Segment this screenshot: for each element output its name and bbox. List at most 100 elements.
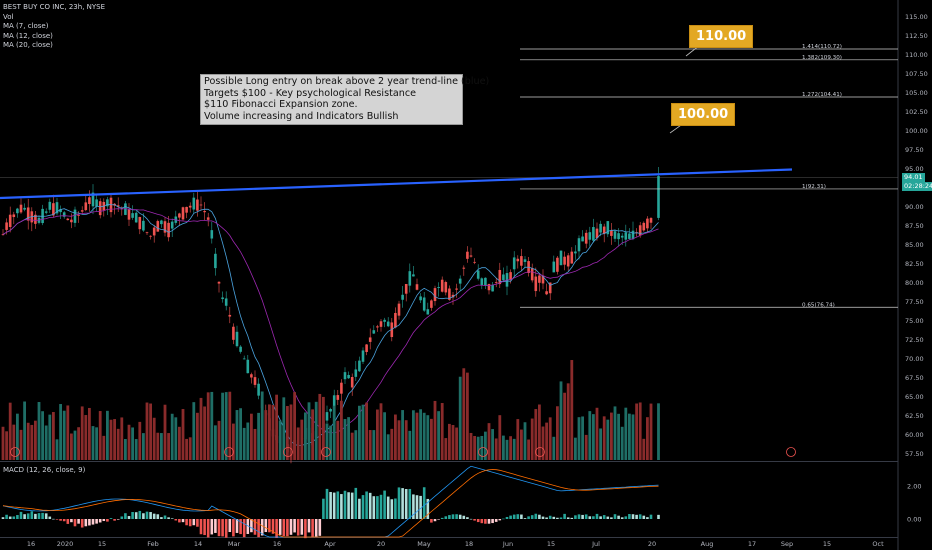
volume-bar bbox=[170, 413, 174, 460]
volume-bar bbox=[246, 422, 250, 460]
candle-body bbox=[415, 284, 419, 290]
macd-histogram-bar bbox=[408, 488, 412, 519]
candle-body bbox=[170, 221, 174, 229]
volume-bar bbox=[538, 404, 541, 460]
callout-110[interactable]: 110.00 bbox=[689, 25, 754, 48]
candle-body bbox=[62, 212, 66, 217]
signal-line bbox=[2, 469, 659, 538]
candle-body bbox=[350, 376, 354, 388]
candle-body bbox=[469, 255, 473, 257]
volume-bar bbox=[174, 417, 178, 460]
candle-body bbox=[455, 288, 458, 290]
candle-body bbox=[365, 344, 368, 352]
candle-body bbox=[646, 218, 649, 229]
macd-histogram-bar bbox=[203, 519, 206, 536]
macd-histogram-bar bbox=[48, 516, 52, 519]
volume-bar bbox=[610, 412, 613, 460]
volume-bar bbox=[239, 408, 242, 460]
macd-histogram-bar bbox=[300, 519, 304, 535]
macd-histogram-bar bbox=[271, 519, 275, 534]
callout-100[interactable]: 100.00 bbox=[671, 103, 736, 126]
macd-histogram-bar bbox=[584, 514, 588, 519]
candle-body bbox=[88, 197, 91, 205]
volume-bar bbox=[95, 427, 98, 460]
event-marker-icon bbox=[10, 447, 20, 457]
volume-bar bbox=[469, 432, 473, 460]
candle-body bbox=[444, 282, 448, 293]
symbol-title: BEST BUY CO INC, 23h, NYSE bbox=[3, 3, 106, 11]
price-tick-label: 72.50 bbox=[905, 336, 924, 344]
candle-body bbox=[422, 297, 426, 311]
annotation-note[interactable]: Possible Long entry on break above 2 yea… bbox=[200, 74, 489, 125]
volume-bar bbox=[37, 401, 41, 460]
macd-histogram-bar bbox=[509, 515, 512, 519]
legend-ma12[interactable]: MA (12, close) bbox=[3, 31, 53, 40]
macd-histogram-bar bbox=[145, 511, 149, 519]
candle-body bbox=[250, 374, 253, 378]
candle-body bbox=[19, 204, 23, 213]
candle-body bbox=[606, 221, 610, 235]
volume-bar bbox=[523, 422, 527, 460]
macd-histogram-bar bbox=[347, 492, 350, 519]
macd-histogram-bar bbox=[657, 514, 660, 519]
volume-bar bbox=[145, 402, 149, 460]
volume-bar bbox=[271, 404, 275, 460]
volume-bar bbox=[210, 391, 214, 460]
volume-bar bbox=[386, 434, 390, 460]
candle-body bbox=[1, 234, 5, 236]
volume-bar bbox=[224, 392, 228, 460]
macd-histogram-bar bbox=[480, 519, 484, 524]
volume-bar bbox=[592, 414, 595, 460]
volume-bar bbox=[106, 410, 109, 460]
macd-histogram-bar bbox=[430, 519, 433, 523]
macd-histogram-bar bbox=[318, 519, 322, 536]
volume-bar bbox=[383, 412, 386, 460]
volume-bar bbox=[322, 396, 325, 460]
volume-bar bbox=[102, 435, 106, 460]
candle-body bbox=[430, 300, 433, 308]
candle-body bbox=[73, 209, 77, 223]
macd-histogram-bar bbox=[440, 517, 444, 519]
candle-body bbox=[620, 235, 624, 238]
macd-histogram-bar bbox=[437, 519, 440, 520]
macd-histogram-bar bbox=[372, 496, 376, 519]
ma7-line bbox=[2, 203, 659, 447]
volume-bar bbox=[221, 392, 224, 460]
candle-body bbox=[77, 215, 80, 216]
time-tick-label: 15 bbox=[547, 540, 555, 548]
macd-histogram-bar bbox=[646, 517, 649, 519]
macd-histogram-bar bbox=[595, 513, 599, 519]
candle-body bbox=[232, 326, 235, 340]
legend-vol[interactable]: Vol bbox=[3, 12, 14, 21]
legend-ma7[interactable]: MA (7, close) bbox=[3, 22, 49, 30]
event-marker-icon bbox=[283, 447, 293, 457]
macd-histogram-bar bbox=[116, 519, 120, 520]
macd-histogram-bar bbox=[469, 518, 473, 520]
volume-bar bbox=[167, 433, 170, 460]
volume-bar bbox=[264, 410, 268, 460]
volume-bar bbox=[451, 425, 455, 460]
macd-histogram-bar bbox=[397, 487, 401, 519]
candle-body bbox=[181, 207, 185, 220]
macd-histogram-bar bbox=[19, 511, 23, 519]
macd-histogram-bar bbox=[566, 517, 570, 519]
macd-histogram-bar bbox=[199, 519, 203, 535]
volume-bar bbox=[462, 368, 466, 460]
macd-histogram-bar bbox=[476, 519, 480, 523]
volume-bar bbox=[509, 436, 512, 460]
candle-body bbox=[642, 222, 646, 231]
legend-ma20[interactable]: MA (20, close) bbox=[3, 41, 53, 49]
volume-bar bbox=[185, 438, 188, 460]
macd-histogram-bar bbox=[422, 487, 426, 519]
candle-body bbox=[577, 238, 581, 252]
macd-histogram-bar bbox=[325, 488, 329, 519]
macd-histogram-bar bbox=[113, 519, 116, 521]
candle-body bbox=[206, 217, 210, 220]
candle-body bbox=[376, 326, 379, 328]
candle-body bbox=[124, 203, 127, 215]
macd-histogram-bar bbox=[322, 498, 325, 519]
volume-bar bbox=[458, 376, 462, 460]
candle-body bbox=[134, 212, 138, 223]
macd-legend[interactable]: MACD (12, 26, close, 9) bbox=[3, 466, 86, 474]
